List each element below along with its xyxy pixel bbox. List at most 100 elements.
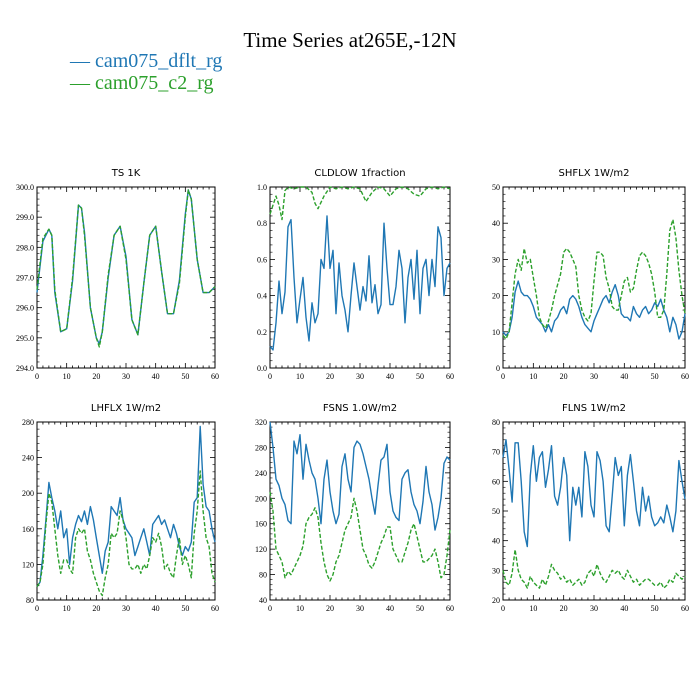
y-tick-label: 200 bbox=[22, 489, 34, 498]
y-tick-label: 60 bbox=[492, 477, 500, 486]
panel-fsns: FSNS 1.0W/m2 0 10 20 30 40 50 60 40 80 120 160 200 24… bbox=[255, 403, 454, 613]
x-tick-label: 30 bbox=[590, 372, 598, 381]
y-tick-label: 200 bbox=[255, 494, 267, 503]
y-tick-label: 295.0 bbox=[16, 334, 34, 343]
series-line-dflt-shflx bbox=[502, 280, 686, 340]
x-tick-label: 40 bbox=[152, 604, 160, 613]
series-line-c2-flns bbox=[502, 548, 686, 589]
x-tick-label: 30 bbox=[122, 372, 130, 381]
x-tick-label: 50 bbox=[416, 604, 424, 613]
x-tick-label: 20 bbox=[560, 604, 568, 613]
x-tick-label: 30 bbox=[356, 372, 364, 381]
x-tick-label: 10 bbox=[63, 372, 71, 381]
x-tick-label: 50 bbox=[651, 604, 659, 613]
x-tick-label: 20 bbox=[92, 372, 100, 381]
y-tick-label: 50 bbox=[492, 183, 500, 192]
y-tick-label: 120 bbox=[22, 560, 34, 569]
x-tick-label: 50 bbox=[416, 372, 424, 381]
y-tick-label: 0.8 bbox=[257, 219, 267, 228]
series-line-dflt-flns bbox=[502, 439, 686, 548]
x-tick-label: 20 bbox=[326, 604, 334, 613]
y-tick-label: 120 bbox=[255, 545, 267, 554]
x-tick-label: 10 bbox=[63, 604, 71, 613]
y-tick-label: 294.0 bbox=[16, 364, 34, 373]
panel-title-shflx: SHFLX 1W/m2 bbox=[559, 168, 630, 179]
x-tick-label: 10 bbox=[529, 604, 537, 613]
x-tick-label: 30 bbox=[356, 604, 364, 613]
y-tick-label: 297.0 bbox=[16, 274, 34, 283]
y-tick-label: 0.6 bbox=[257, 255, 267, 264]
y-tick-label: 0.4 bbox=[257, 292, 267, 301]
y-tick-label: 240 bbox=[22, 454, 34, 463]
y-tick-label: 80 bbox=[26, 596, 34, 605]
y-tick-label: 160 bbox=[22, 525, 34, 534]
x-tick-label: 0 bbox=[501, 372, 505, 381]
y-tick-label: 320 bbox=[255, 418, 267, 427]
series-line-dflt-lhflx bbox=[36, 425, 216, 587]
y-tick-label: 280 bbox=[255, 443, 267, 452]
legend-line-c2: — bbox=[70, 72, 90, 94]
y-tick-label: 0.2 bbox=[257, 328, 267, 337]
series-line-c2-fsns bbox=[269, 491, 451, 582]
y-tick-label: 240 bbox=[255, 469, 267, 478]
y-tick-label: 40 bbox=[492, 537, 500, 546]
x-tick-label: 40 bbox=[620, 372, 628, 381]
x-tick-label: 0 bbox=[35, 604, 39, 613]
y-tick-label: 280 bbox=[22, 418, 34, 427]
legend-entry-c2: — cam075_c2_rg bbox=[70, 72, 214, 94]
y-tick-label: 1.0 bbox=[257, 183, 267, 192]
x-tick-label: 30 bbox=[122, 604, 130, 613]
series-line-dflt-ts bbox=[36, 189, 216, 345]
y-tick-label: 80 bbox=[259, 571, 267, 580]
y-tick-label: 296.0 bbox=[16, 304, 34, 313]
y-tick-label: 50 bbox=[492, 507, 500, 516]
panel-flns: FLNS 1W/m2 0 10 20 30 40 50 60 20 30 40 50 60 70 80 bbox=[492, 403, 689, 613]
x-tick-label: 10 bbox=[296, 604, 304, 613]
x-tick-label: 50 bbox=[181, 372, 189, 381]
x-tick-label: 60 bbox=[681, 604, 689, 613]
y-tick-label: 0 bbox=[496, 364, 500, 373]
chart-title: Time Series at265E,-12N bbox=[243, 28, 457, 52]
series-line-c2-lhflx bbox=[36, 470, 216, 597]
panel-title-lhflx: LHFLX 1W/m2 bbox=[91, 403, 161, 414]
panel-title-ts: TS 1K bbox=[111, 168, 141, 179]
x-tick-label: 40 bbox=[386, 604, 394, 613]
panel-shflx: SHFLX 1W/m2 0 10 20 30 40 50 60 0 10 20 30 40 50 bbox=[492, 168, 689, 381]
legend-line-dflt: — bbox=[70, 50, 90, 72]
y-tick-label: 0.0 bbox=[257, 364, 267, 373]
x-tick-label: 30 bbox=[590, 604, 598, 613]
y-tick-label: 80 bbox=[492, 418, 500, 427]
y-tick-label: 300.0 bbox=[16, 183, 34, 192]
x-tick-label: 20 bbox=[92, 604, 100, 613]
panel-title-cldlow: CLDLOW 1fraction bbox=[314, 168, 405, 179]
y-tick-label: 20 bbox=[492, 292, 500, 301]
x-tick-label: 40 bbox=[152, 372, 160, 381]
plot-frame-fsns bbox=[269, 421, 451, 601]
x-tick-label: 0 bbox=[268, 372, 272, 381]
series-line-dflt-fsns bbox=[269, 421, 451, 531]
x-tick-label: 10 bbox=[529, 372, 537, 381]
x-tick-label: 20 bbox=[326, 372, 334, 381]
x-tick-label: 0 bbox=[501, 604, 505, 613]
x-tick-label: 0 bbox=[35, 372, 39, 381]
plot-frame-shflx bbox=[502, 186, 686, 369]
x-tick-label: 60 bbox=[211, 604, 219, 613]
y-tick-label: 20 bbox=[492, 596, 500, 605]
series-line-dflt-cldlow bbox=[269, 215, 451, 351]
legend-entry-dflt: — cam075_dflt_rg bbox=[70, 50, 222, 72]
y-tick-label: 30 bbox=[492, 255, 500, 264]
y-tick-label: 30 bbox=[492, 566, 500, 575]
series-line-c2-cldlow bbox=[269, 186, 451, 221]
panel-title-flns: FLNS 1W/m2 bbox=[562, 403, 626, 414]
plot-frame-ts bbox=[36, 186, 216, 369]
panel-title-fsns: FSNS 1.0W/m2 bbox=[323, 403, 397, 414]
x-tick-label: 40 bbox=[386, 372, 394, 381]
x-tick-label: 10 bbox=[296, 372, 304, 381]
y-tick-label: 40 bbox=[492, 219, 500, 228]
series-line-c2-ts bbox=[36, 189, 216, 348]
x-tick-label: 60 bbox=[446, 372, 454, 381]
x-tick-label: 50 bbox=[181, 604, 189, 613]
y-tick-label: 299.0 bbox=[16, 213, 34, 222]
x-tick-label: 50 bbox=[651, 372, 659, 381]
y-tick-label: 160 bbox=[255, 520, 267, 529]
